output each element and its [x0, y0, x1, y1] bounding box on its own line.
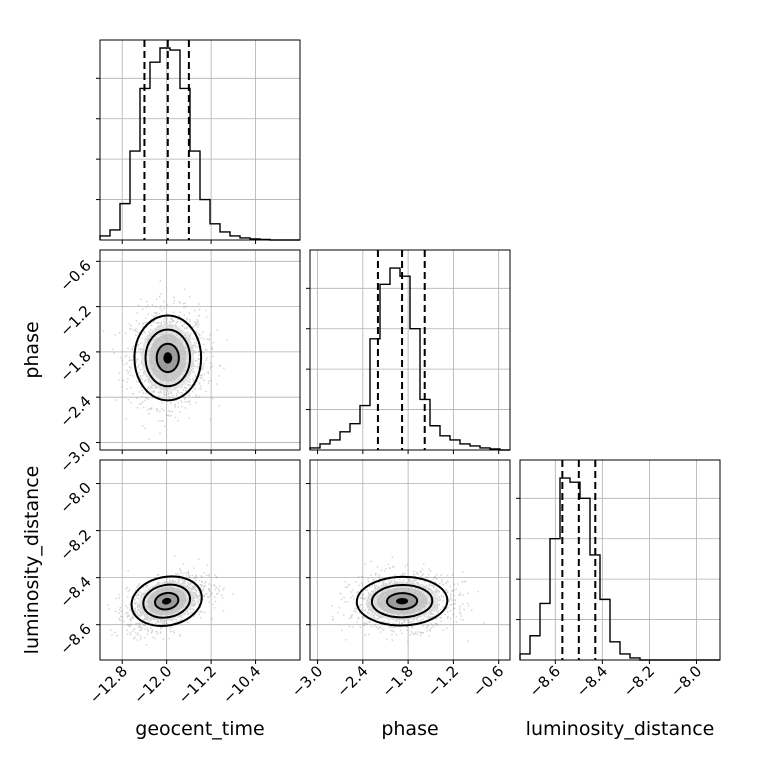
panel-bg-geocent_time-geocent_time	[100, 40, 300, 240]
tick-label-y-luminosity_distance-0: −8.6	[56, 620, 94, 658]
tick-label-x-geocent_time-1: −12.0	[130, 662, 175, 707]
histogram-geocent_time	[99, 47, 300, 241]
contour-geocent_time-phase-0	[155, 342, 180, 374]
histogram-phase	[309, 267, 510, 451]
panel-frame-phase-phase	[309, 249, 511, 451]
tick-label-x-luminosity_distance-2: −8.2	[620, 662, 658, 700]
xlabel-phase: phase	[381, 718, 438, 740]
contour-geocent_time-luminosity_distance-1	[142, 583, 192, 619]
xlabel-luminosity-distance: luminosity_distance	[526, 718, 715, 740]
contour-geocent_time-luminosity_distance-0	[153, 591, 180, 611]
panel-frame-geocent_time-luminosity_distance	[99, 459, 301, 661]
tick-label-y-phase-4: −0.6	[56, 256, 94, 294]
tick-label-x-luminosity_distance-0: −8.6	[526, 662, 564, 700]
tick-label-y-phase-3: −1.2	[56, 302, 94, 340]
tick-label-x-luminosity_distance-1: −8.4	[573, 662, 611, 700]
density-geocent_time-phase-3	[163, 352, 173, 364]
panel-frame-luminosity_distance-luminosity_distance	[519, 459, 721, 661]
panel-frame-geocent_time-geocent_time	[99, 39, 301, 241]
tick-label-x-phase-4: −0.6	[469, 662, 507, 700]
xlabel-geocent-time: geocent_time	[135, 718, 264, 740]
panel-frame-geocent_time-phase	[99, 249, 301, 451]
tick-label-y-phase-1: −2.4	[56, 392, 94, 430]
density-geocent_time-luminosity_distance-3	[161, 597, 172, 605]
ylabel-luminosity-distance: luminosity_distance	[21, 466, 43, 655]
tick-label-y-luminosity_distance-1: −8.4	[56, 573, 94, 611]
contour-phase-luminosity_distance-1	[370, 583, 434, 619]
tick-label-x-geocent_time-3: −10.4	[219, 662, 264, 707]
panel-frame-phase-luminosity_distance	[309, 459, 511, 661]
tick-label-x-phase-0: −3.0	[288, 662, 326, 700]
tick-label-y-phase-2: −1.8	[56, 347, 94, 385]
tick-label-y-luminosity_distance-2: −8.2	[56, 526, 94, 564]
tick-label-x-phase-2: −1.8	[378, 662, 416, 700]
contour-geocent_time-phase-2	[133, 314, 203, 402]
contour-phase-luminosity_distance-0	[385, 592, 419, 611]
panel-bg-geocent_time-luminosity_distance	[100, 460, 300, 660]
contour-geocent_time-luminosity_distance-2	[130, 575, 203, 627]
contour-phase-luminosity_distance-2	[355, 575, 449, 627]
contour-geocent_time-phase-1	[144, 328, 191, 388]
panel-bg-phase-luminosity_distance	[310, 460, 510, 660]
panel-bg-luminosity_distance-luminosity_distance	[520, 460, 720, 660]
tick-label-y-phase-0: −3.0	[56, 438, 94, 476]
tick-label-x-phase-1: −2.4	[333, 662, 371, 700]
tick-label-y-luminosity_distance-3: −8.0	[56, 479, 94, 517]
tick-label-x-geocent_time-2: −11.2	[175, 662, 220, 707]
tick-label-x-geocent_time-0: −12.8	[86, 662, 131, 707]
density-phase-luminosity_distance-3	[396, 597, 409, 605]
tick-label-x-phase-3: −1.2	[424, 662, 462, 700]
ylabel-phase: phase	[21, 321, 43, 378]
tick-label-x-luminosity_distance-3: −8.0	[667, 662, 705, 700]
